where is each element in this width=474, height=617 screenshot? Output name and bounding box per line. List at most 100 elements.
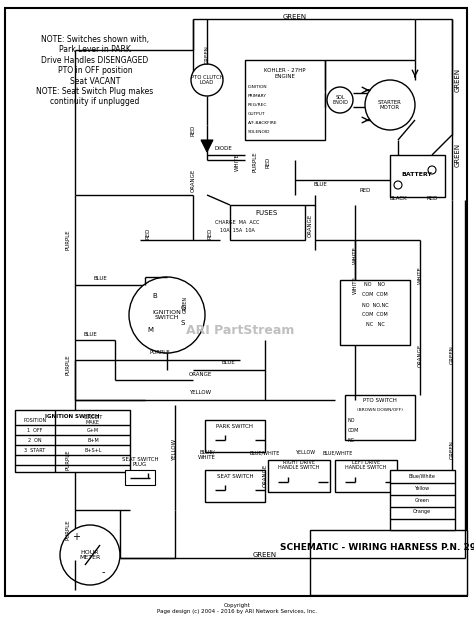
Text: ARI PartStream: ARI PartStream xyxy=(186,323,294,336)
Text: BLACK: BLACK xyxy=(389,196,407,201)
Text: GREEN: GREEN xyxy=(455,68,461,92)
Bar xyxy=(125,470,155,485)
Text: BATTERY: BATTERY xyxy=(401,173,432,178)
Text: B+S+L: B+S+L xyxy=(84,447,102,452)
Text: CIRCUIT
MAKE: CIRCUIT MAKE xyxy=(83,415,103,425)
Text: PURPLE: PURPLE xyxy=(65,450,71,470)
Text: PURPLE: PURPLE xyxy=(65,520,71,540)
Text: POSITION: POSITION xyxy=(23,418,46,423)
Text: NC: NC xyxy=(348,437,355,442)
Text: LEFT DRIVE
HANDLE SWITCH: LEFT DRIVE HANDLE SWITCH xyxy=(346,460,387,470)
Text: IGNITION: IGNITION xyxy=(248,85,268,89)
Text: GREEN: GREEN xyxy=(204,46,210,64)
Text: YELLOW: YELLOW xyxy=(189,391,211,395)
Text: WHITE: WHITE xyxy=(235,153,239,171)
Text: PRIMARY: PRIMARY xyxy=(248,94,267,98)
Text: WHITE: WHITE xyxy=(353,246,357,264)
Bar xyxy=(245,60,325,140)
Text: S: S xyxy=(181,320,185,326)
Bar xyxy=(205,470,265,502)
Circle shape xyxy=(191,64,223,96)
Bar xyxy=(230,205,305,240)
Text: BLUE: BLUE xyxy=(93,276,107,281)
Text: RED: RED xyxy=(191,124,195,136)
Text: PURPLE: PURPLE xyxy=(150,350,170,355)
Text: SEAT SWITCH: SEAT SWITCH xyxy=(217,474,253,479)
Circle shape xyxy=(394,181,402,189)
Text: BLUE/WHITE: BLUE/WHITE xyxy=(323,450,353,455)
Text: NC   NC: NC NC xyxy=(365,323,384,328)
Text: STARTER
MOTOR: STARTER MOTOR xyxy=(378,99,402,110)
Text: COM  COM: COM COM xyxy=(362,312,388,318)
Bar xyxy=(310,530,467,595)
Text: BLUE: BLUE xyxy=(83,331,97,336)
Bar xyxy=(15,410,130,472)
Text: 3  START: 3 START xyxy=(24,447,46,452)
Bar xyxy=(335,460,397,492)
Text: (BROWN DOWN/OFF): (BROWN DOWN/OFF) xyxy=(357,408,403,412)
Text: NO: NO xyxy=(348,418,356,423)
Text: WHITE: WHITE xyxy=(353,276,357,294)
Bar xyxy=(390,155,445,197)
Text: B+M: B+M xyxy=(87,437,99,442)
Text: ORANGE: ORANGE xyxy=(418,344,422,366)
Text: PTO SWITCH: PTO SWITCH xyxy=(363,397,397,402)
Text: OUTPUT: OUTPUT xyxy=(248,112,265,116)
Text: GREEN: GREEN xyxy=(455,143,461,167)
Text: Yellow: Yellow xyxy=(414,486,429,491)
Bar xyxy=(390,470,455,530)
Circle shape xyxy=(428,166,436,174)
Text: 2  ON: 2 ON xyxy=(28,437,42,442)
Text: SOLENOID: SOLENOID xyxy=(248,130,270,134)
Text: COM: COM xyxy=(348,428,359,433)
Text: GREEN: GREEN xyxy=(253,552,277,558)
Text: NOTE: Switches shown with,
Park Lever in PARK
Drive Handles DISENGAGED
PTO in OF: NOTE: Switches shown with, Park Lever in… xyxy=(36,35,154,106)
Text: 1  OFF: 1 OFF xyxy=(27,428,43,433)
Text: BLUE: BLUE xyxy=(313,183,327,188)
Text: SOL
ENOID: SOL ENOID xyxy=(332,94,348,106)
Text: B: B xyxy=(153,293,157,299)
Text: HOUR
METER: HOUR METER xyxy=(79,550,100,560)
Text: YELLOW: YELLOW xyxy=(295,450,315,455)
Text: PURPLE: PURPLE xyxy=(65,355,71,375)
Text: A/F-BACKFIRE: A/F-BACKFIRE xyxy=(248,121,278,125)
Text: RED: RED xyxy=(146,227,151,239)
Text: G: G xyxy=(180,305,186,311)
Bar xyxy=(205,420,265,452)
Text: BLUE/
WHITE: BLUE/ WHITE xyxy=(198,450,216,460)
Text: NO  NO,NC: NO NO,NC xyxy=(362,302,388,307)
Bar xyxy=(345,395,415,440)
Text: SCHEMATIC - WIRING HARNESS P.N. 29337: SCHEMATIC - WIRING HARNESS P.N. 29337 xyxy=(281,544,474,552)
Text: DIODE: DIODE xyxy=(214,146,232,151)
Text: FUSES: FUSES xyxy=(256,210,278,216)
Text: Orange: Orange xyxy=(413,510,431,515)
Bar xyxy=(340,280,410,345)
Text: RED: RED xyxy=(265,156,271,168)
Text: ORANGE: ORANGE xyxy=(263,463,267,487)
Text: RIGHT DRIVE
HANDLE SWITCH: RIGHT DRIVE HANDLE SWITCH xyxy=(278,460,319,470)
Text: GREEN: GREEN xyxy=(283,14,307,20)
Text: RED: RED xyxy=(208,227,212,239)
Circle shape xyxy=(129,277,205,353)
Text: -: - xyxy=(101,567,105,577)
Text: NO    NO: NO NO xyxy=(365,283,385,288)
Polygon shape xyxy=(201,140,213,152)
Text: M: M xyxy=(147,327,153,333)
Text: GREEN: GREEN xyxy=(449,346,455,365)
Text: PURPLE: PURPLE xyxy=(65,230,71,251)
Text: PTO CLUTCH
LOAD: PTO CLUTCH LOAD xyxy=(191,75,223,85)
Text: PARK SWITCH: PARK SWITCH xyxy=(217,424,254,429)
Circle shape xyxy=(365,80,415,130)
Text: ORANGE: ORANGE xyxy=(191,168,195,192)
Text: CHARGE  MA  ACC: CHARGE MA ACC xyxy=(215,220,259,225)
Text: BLUE: BLUE xyxy=(221,360,235,365)
Text: Blue/White: Blue/White xyxy=(409,473,436,479)
Text: GREEN: GREEN xyxy=(182,296,188,313)
Text: GREEN: GREEN xyxy=(449,441,455,460)
Bar xyxy=(268,460,330,492)
Text: ORANGE: ORANGE xyxy=(308,213,312,237)
Text: IGNITION
SWITCH: IGNITION SWITCH xyxy=(153,310,182,320)
Text: REG/REC: REG/REC xyxy=(248,103,267,107)
Text: BLUE/WHITE: BLUE/WHITE xyxy=(250,450,280,455)
Text: RED: RED xyxy=(359,188,371,193)
